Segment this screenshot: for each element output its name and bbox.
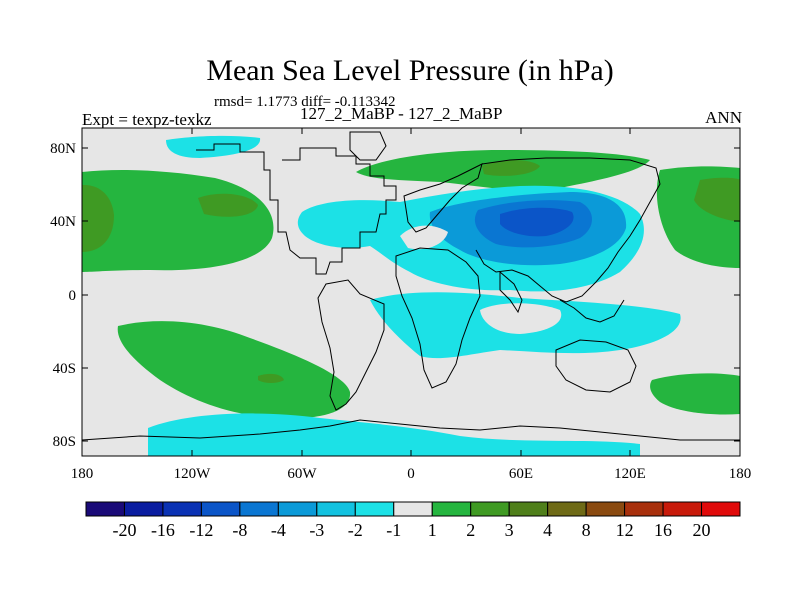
- y-tick-label: 40S: [53, 361, 76, 377]
- contour-olive-southpacific: [258, 373, 284, 383]
- contour-darkblue-tibet: [500, 207, 574, 237]
- colorbar-box: [354, 501, 395, 517]
- axis-ticks: [81, 128, 741, 456]
- contour-neutral-mediterranean: [400, 225, 448, 250]
- contour-green-southeast: [650, 373, 740, 415]
- colorbar-label: 1: [428, 520, 437, 540]
- colorbar-box: [701, 501, 741, 517]
- colorbar-box: [662, 501, 703, 517]
- contour-neutral-indian: [480, 303, 562, 334]
- colorbar-label: -8: [232, 520, 247, 540]
- colorbar-label: -2: [348, 520, 363, 540]
- contour-olive-northpacific-west: [82, 184, 114, 252]
- contour-green-southpacific: [117, 321, 351, 419]
- x-tick-label: 120E: [614, 466, 646, 482]
- y-tick-label: 40N: [50, 214, 76, 230]
- experiment-label: Expt = texpz-texkz: [82, 110, 212, 129]
- coastline-india: [499, 270, 523, 314]
- colorbar-label: 12: [616, 520, 634, 540]
- contour-olive-northpacific-east: [694, 177, 740, 222]
- coastline-asia: [475, 157, 661, 303]
- y-tick-label: 80S: [53, 434, 76, 450]
- x-tick-label: 60E: [509, 466, 533, 482]
- colorbar-box: [239, 501, 279, 517]
- season-label: ANN: [705, 108, 742, 127]
- coastline-australia: [555, 339, 637, 393]
- colorbar-box: [200, 501, 241, 517]
- colorbar-label: -16: [151, 520, 175, 540]
- coastline-greenland: [349, 131, 387, 161]
- colorbar-box: [508, 501, 549, 517]
- coastlines: [82, 131, 740, 441]
- stats-label: rmsd= 1.1773 diff= -0.113342: [214, 94, 396, 110]
- x-tick-label: 0: [407, 466, 415, 482]
- colorbar-labels: -20 -16 -12 -8 -4 -3 -2 -1 1 2 3 4 8 12 16 20: [112, 520, 710, 540]
- colorbar-box: [123, 501, 164, 517]
- contour-cyan-southern-ocean: [148, 413, 640, 456]
- colorbar-label: 8: [582, 520, 591, 540]
- colorbar-box: [277, 501, 318, 517]
- colorbar-label: 2: [466, 520, 475, 540]
- colorbar-box: [162, 501, 202, 517]
- page-title: Mean Sea Level Pressure (in hPa): [206, 54, 614, 87]
- contour-olive-northpacific-center: [198, 193, 258, 217]
- coastline-africa: [395, 247, 481, 389]
- x-tick-label: 180: [729, 466, 752, 482]
- x-tick-label: 60W: [287, 466, 317, 482]
- colorbar-box: [393, 501, 433, 517]
- contour-olive-eurasia-north: [482, 160, 540, 176]
- coastline-southeast-asia: [559, 299, 625, 323]
- y-tick-label: 0: [69, 288, 77, 304]
- colorbar-box: [316, 501, 356, 517]
- colorbar-label: -12: [189, 520, 213, 540]
- coastline-north-america: [196, 143, 397, 275]
- x-tick-label: 180: [71, 466, 94, 482]
- x-tick-label: 120W: [174, 466, 212, 482]
- colorbar-label: -4: [271, 520, 286, 540]
- contour-cyan-arctic: [166, 135, 261, 158]
- colorbar-label: -3: [309, 520, 324, 540]
- colorbar-box: [585, 501, 626, 517]
- colorbar-box: [624, 501, 664, 517]
- colorbar-box: [85, 501, 125, 517]
- contour-layer: [82, 135, 740, 456]
- colorbar-label: 4: [543, 520, 552, 540]
- colorbar-label: 3: [505, 520, 514, 540]
- coastline-antarctica: [82, 419, 740, 441]
- colorbar-box: [470, 501, 510, 517]
- colorbar-label: 16: [654, 520, 672, 540]
- y-tick-label: 80N: [50, 141, 76, 157]
- comparison-label: 127_2_MaBP - 127_2_MaBP: [300, 104, 503, 123]
- coastline-europe: [403, 163, 483, 233]
- colorbar-box: [547, 501, 587, 517]
- colorbar-label: 20: [693, 520, 711, 540]
- colorbar-label: -1: [386, 520, 401, 540]
- coastline-south-america: [317, 279, 385, 411]
- colorbar: [85, 501, 741, 517]
- colorbar-box: [431, 501, 472, 517]
- colorbar-label: -20: [112, 520, 136, 540]
